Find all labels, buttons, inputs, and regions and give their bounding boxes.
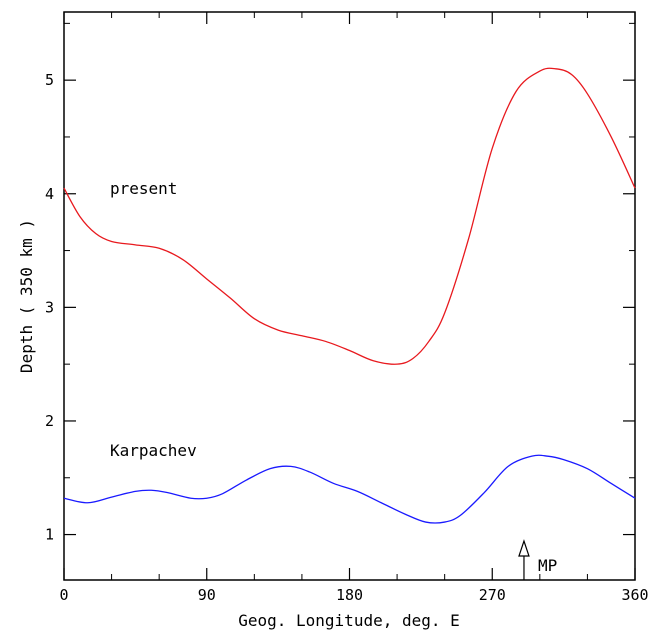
plot-frame <box>63 11 636 581</box>
y-tick-label-0: 1 <box>45 526 54 544</box>
x-tick-label-3: 270 <box>479 586 506 604</box>
series-line-karpachev <box>63 454 636 524</box>
y-axis-label: Depth ( 350 km ) <box>17 219 36 373</box>
x-axis-label: Geog. Longitude, deg. E <box>238 611 460 630</box>
series-line-present <box>63 67 636 365</box>
x-tick-label-4: 360 <box>621 586 648 604</box>
annotation-karpachev: Karpachev <box>110 441 197 460</box>
mp-arrow-head <box>518 539 530 557</box>
tick-marks <box>63 12 636 580</box>
series-lines <box>63 67 636 524</box>
x-tick-label-1: 90 <box>198 586 216 604</box>
y-tick-label-3: 4 <box>45 185 54 203</box>
annotation-present: present <box>110 179 177 198</box>
x-tick-label-0: 0 <box>59 586 68 604</box>
annotation-mp: MP <box>538 556 557 575</box>
y-tick-label-4: 5 <box>45 71 54 89</box>
tick-labels: 0 90 180 270 360 1 2 3 4 5 <box>45 71 649 604</box>
y-tick-label-2: 3 <box>45 298 54 316</box>
y-tick-label-1: 2 <box>45 412 54 430</box>
mp-arrow-icon <box>518 539 530 580</box>
x-tick-label-2: 180 <box>336 586 363 604</box>
